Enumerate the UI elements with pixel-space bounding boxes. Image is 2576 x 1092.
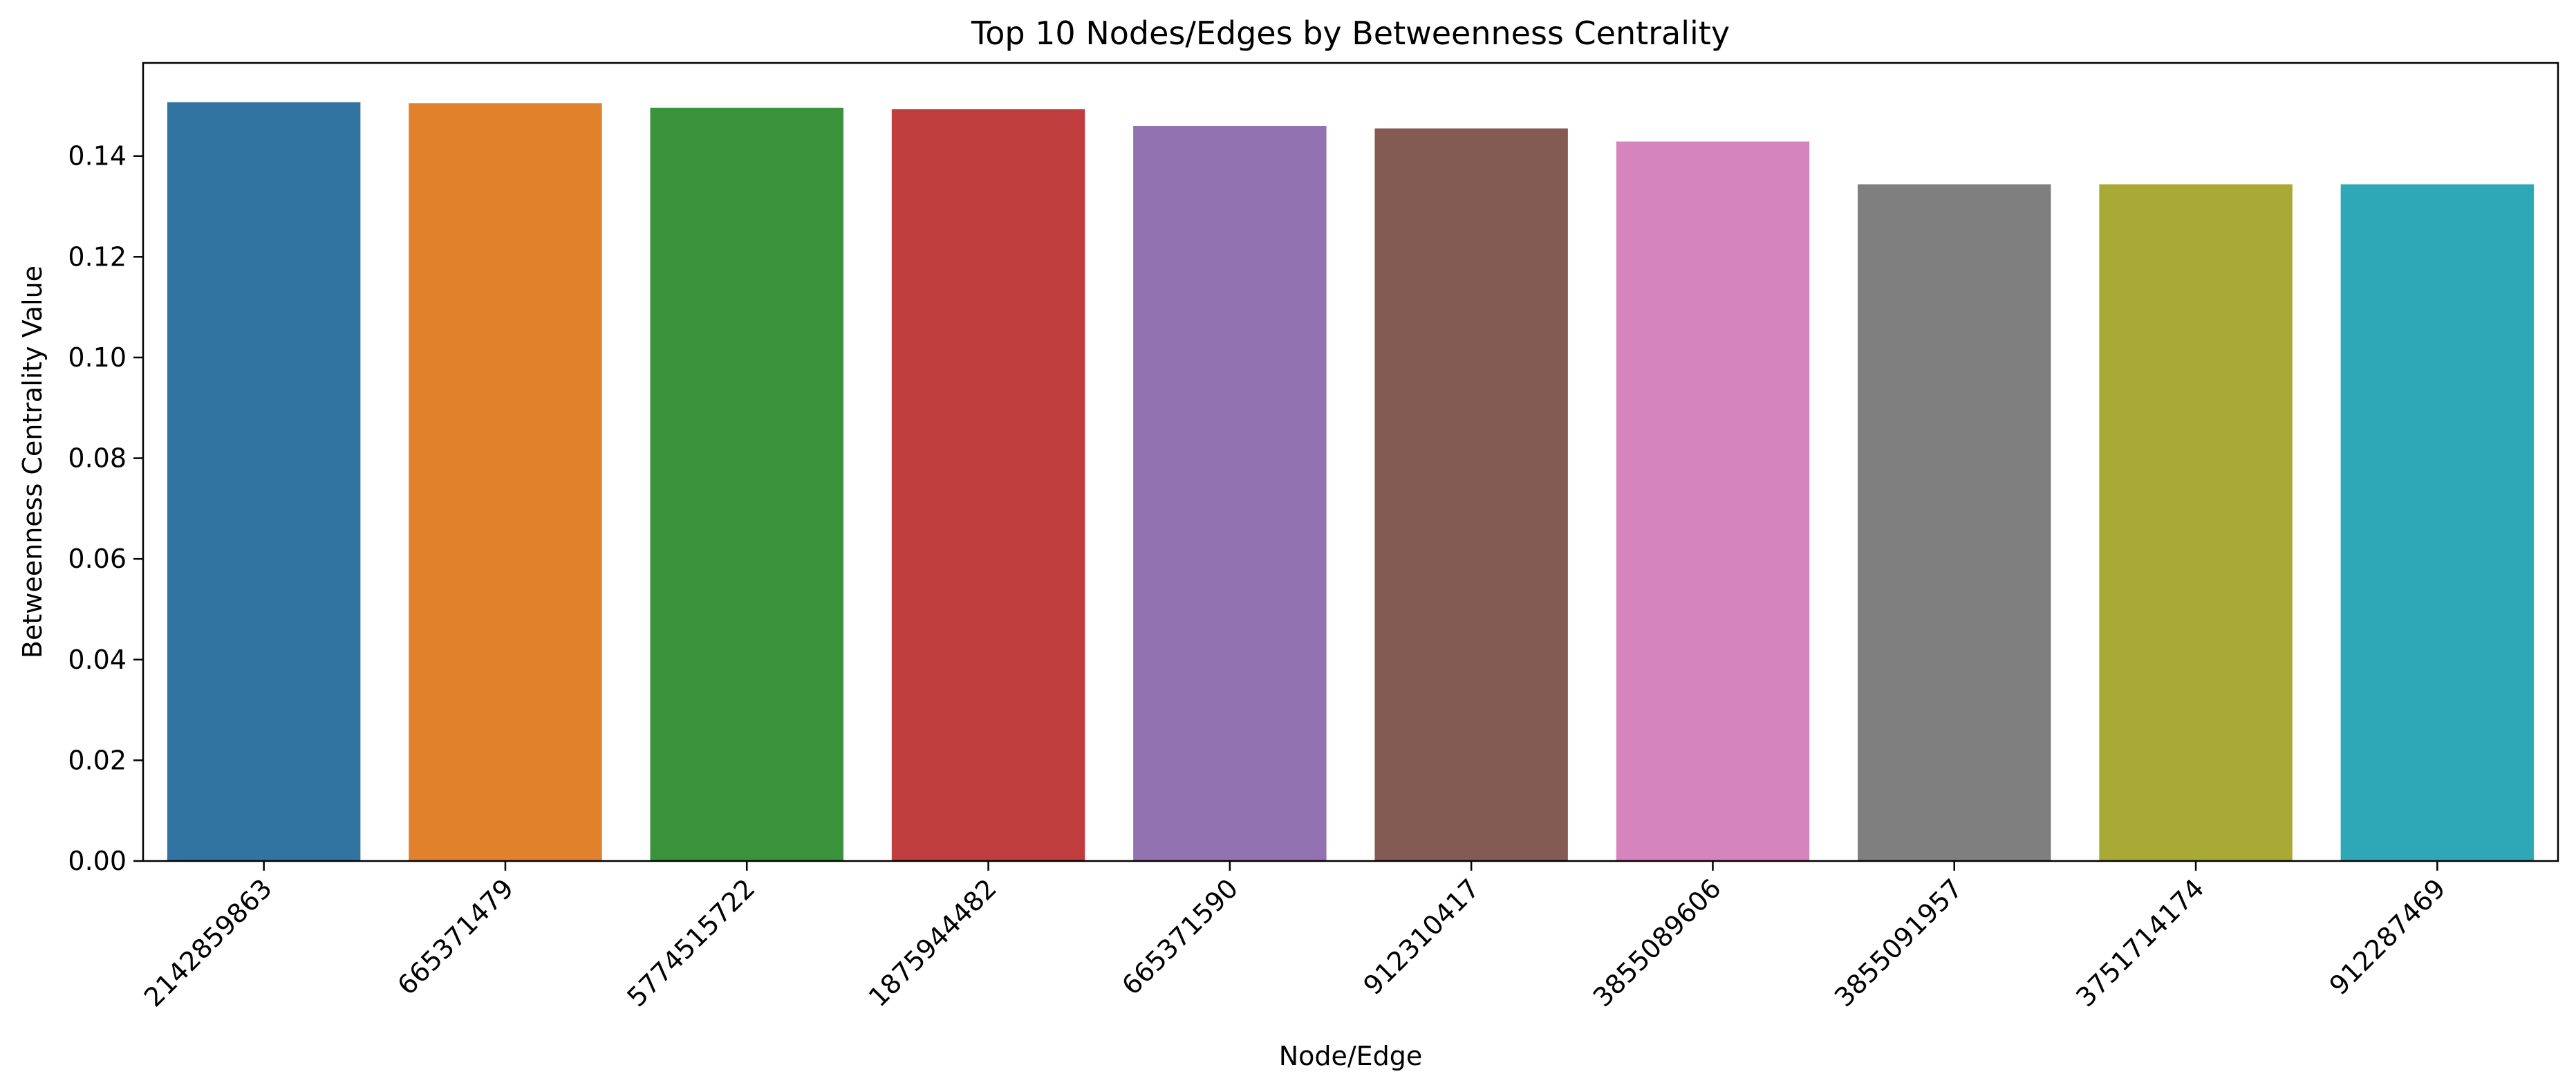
bar: [1133, 126, 1327, 861]
bar: [167, 102, 361, 861]
y-tick-label: 0.02: [68, 745, 127, 775]
y-tick-label: 0.10: [68, 342, 127, 373]
y-axis-title: Betweenness Centrality Value: [17, 266, 48, 658]
plot-frame: [142, 62, 2559, 862]
y-tick-label: 0.12: [68, 241, 127, 272]
bar: [2099, 184, 2293, 861]
y-tick-label: 0.08: [68, 443, 127, 474]
bar: [1616, 141, 1810, 861]
x-axis-title: Node/Edge: [1279, 1041, 1423, 1071]
y-axis: 0.00 0.02 0.04 0.06 0.08 0.10 0.12 0.14: [68, 141, 143, 876]
bar: [891, 109, 1085, 862]
bar: [650, 107, 843, 862]
y-tick-label: 0.06: [68, 544, 127, 574]
bar: [1374, 128, 1568, 861]
y-tick-label: 0.14: [68, 141, 127, 172]
y-tick-label: 0.00: [68, 846, 127, 876]
chart-title: Top 10 Nodes/Edges by Betweenness Centra…: [971, 15, 1730, 52]
y-tick-label: 0.04: [68, 645, 127, 675]
bar: [2340, 184, 2535, 861]
bars-layer: [167, 102, 2535, 862]
bar: [409, 103, 602, 861]
bar: [1858, 184, 2051, 861]
